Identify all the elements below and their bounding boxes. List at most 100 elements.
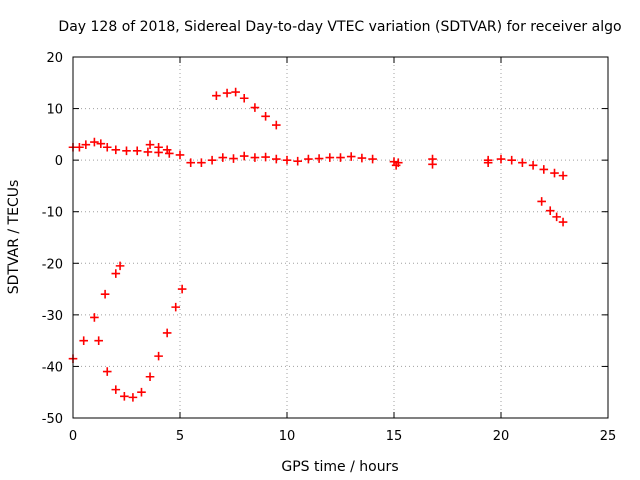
series-arc-b <box>94 284 187 402</box>
data-point <box>218 153 228 162</box>
data-point <box>231 87 240 97</box>
data-point <box>539 165 549 174</box>
data-point <box>304 154 313 164</box>
data-point <box>528 161 538 170</box>
data-point <box>162 145 172 155</box>
series-arc-i <box>496 154 568 180</box>
y-tick-label: -40 <box>42 360 63 375</box>
y-tick-label: -20 <box>42 257 63 272</box>
y-tick-label: -30 <box>42 309 63 324</box>
x-axis-label: GPS time / hours <box>281 459 398 475</box>
data-point <box>250 153 260 162</box>
data-point <box>346 152 356 161</box>
data-point <box>336 153 345 162</box>
data-point <box>261 152 270 162</box>
data-point <box>137 387 146 397</box>
x-tick-label: 0 <box>69 429 77 444</box>
data-point <box>368 154 377 164</box>
series-arc-f <box>389 157 403 170</box>
data-point <box>177 284 187 294</box>
data-point <box>111 145 121 155</box>
data-point <box>102 142 112 152</box>
x-tick-label: 20 <box>493 429 510 444</box>
data-point <box>357 153 367 163</box>
y-axis-label: SDTVAR / TECUs <box>6 180 22 295</box>
data-point <box>120 392 129 401</box>
data-point <box>122 146 131 156</box>
data-point <box>325 153 335 162</box>
series-arc-j <box>537 197 568 227</box>
data-point <box>111 385 121 394</box>
data-point <box>282 155 292 165</box>
series-arc-d <box>68 137 377 168</box>
data-point <box>197 158 206 168</box>
data-point <box>261 112 270 121</box>
grid <box>73 57 608 418</box>
data-point <box>558 217 568 227</box>
series-arc-h <box>483 155 493 168</box>
data-point <box>229 154 238 163</box>
data-point <box>162 328 172 338</box>
data-point <box>145 140 155 149</box>
data-point <box>154 351 163 361</box>
data-point <box>314 154 324 163</box>
series-arc-a <box>68 261 125 363</box>
plot-frame <box>72 56 609 419</box>
data-point <box>239 151 249 161</box>
x-tick-label: 15 <box>386 429 403 444</box>
chart-title: Day 128 of 2018, Sidereal Day-to-day VTE… <box>58 19 621 35</box>
data-point <box>272 120 281 130</box>
data-point <box>250 103 260 112</box>
data-point <box>428 159 437 169</box>
y-tick-label: 0 <box>55 154 63 169</box>
data-point <box>100 289 110 299</box>
data-point <box>293 156 302 166</box>
data-point <box>79 336 88 345</box>
data-point <box>558 171 568 180</box>
data-point <box>175 150 185 160</box>
data-point <box>154 142 163 152</box>
data-point <box>81 140 91 149</box>
y-tick-label: -10 <box>42 206 63 221</box>
axis-ticks: 0 5 10 15 20 25 20 10 0 -10 -20 -30 -40 -50 <box>42 51 617 444</box>
data-point <box>90 137 99 147</box>
data-point <box>90 313 99 322</box>
data-point <box>272 154 281 164</box>
data-point <box>186 158 195 168</box>
series-arc-e <box>145 140 172 155</box>
y-tick-label: 20 <box>46 51 63 66</box>
data-point <box>550 168 559 178</box>
x-tick-label: 25 <box>600 429 617 444</box>
y-tick-label: -50 <box>42 412 63 427</box>
x-tick-label: 5 <box>176 429 184 444</box>
data-point <box>537 197 546 206</box>
data-point <box>212 91 221 100</box>
series-arc-g <box>428 154 437 169</box>
data-point <box>102 367 112 376</box>
x-tick-label: 10 <box>279 429 296 444</box>
data-point <box>111 269 121 278</box>
y-tick-label: 10 <box>46 103 63 118</box>
data-point <box>128 393 138 402</box>
data-point <box>171 302 181 312</box>
data-point <box>94 336 103 345</box>
data-point <box>507 155 516 165</box>
data-point <box>393 158 403 168</box>
series-arc-c <box>212 87 281 130</box>
data-point <box>545 206 555 215</box>
data-point <box>222 88 232 98</box>
data-point <box>132 146 142 156</box>
data-points <box>68 87 568 402</box>
data-point <box>115 261 125 271</box>
data-point <box>496 154 506 164</box>
data-point <box>483 158 493 168</box>
data-point <box>518 158 527 168</box>
data-point <box>75 142 84 152</box>
data-point <box>96 139 106 148</box>
data-point <box>239 93 249 103</box>
data-point <box>145 372 155 382</box>
data-point <box>143 147 153 157</box>
data-point <box>552 212 561 222</box>
data-point <box>207 155 217 165</box>
